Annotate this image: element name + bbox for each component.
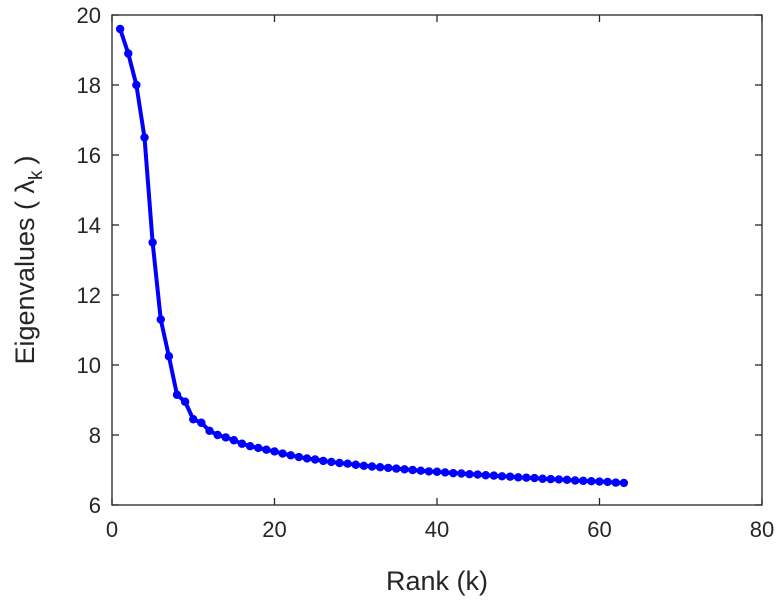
data-point	[449, 468, 458, 478]
data-point	[319, 456, 328, 466]
data-point	[400, 465, 409, 474]
data-point	[505, 472, 515, 481]
y-tick-label: 6	[89, 493, 101, 518]
axis-ticks	[111, 14, 763, 506]
data-point	[237, 439, 247, 448]
data-point	[335, 458, 344, 468]
data-point	[416, 466, 425, 475]
x-tick-label: 80	[750, 517, 774, 542]
data-point	[481, 471, 490, 480]
y-axis-label-prefix: Eigenvalues (	[10, 193, 40, 364]
data-point	[294, 452, 304, 462]
y-tick-label: 8	[89, 423, 101, 448]
y-tick-label: 20	[77, 3, 101, 28]
data-point	[270, 447, 279, 456]
y-tick-labels: 6 8 10 12 14 16 18 20	[77, 3, 101, 518]
data-point	[489, 471, 499, 480]
data-point	[124, 49, 133, 58]
y-axis-label-suffix: )	[10, 155, 40, 164]
data-point	[611, 478, 620, 487]
data-point	[440, 468, 450, 477]
x-tick-label: 0	[106, 517, 118, 542]
data-point	[473, 470, 482, 479]
data-point	[205, 426, 214, 435]
y-axis-label-subscript: k	[26, 170, 47, 180]
data-point	[432, 467, 442, 476]
data-point	[245, 442, 255, 451]
data-point	[538, 474, 547, 483]
data-point	[514, 473, 523, 482]
data-point	[595, 477, 604, 486]
data-point	[554, 475, 564, 484]
data-point	[530, 473, 539, 483]
y-tick-label: 12	[77, 283, 101, 308]
y-axis-label: Eigenvalues ( λk)	[10, 155, 47, 364]
x-tick-label: 20	[262, 517, 286, 542]
data-point	[115, 24, 125, 34]
data-point	[197, 418, 206, 427]
data-point	[367, 462, 377, 471]
data-point	[570, 476, 580, 485]
data-point	[213, 430, 222, 440]
data-point	[302, 454, 312, 463]
data-point	[164, 352, 174, 361]
series-line	[118, 27, 626, 485]
data-point	[343, 459, 352, 468]
data-point	[375, 463, 385, 472]
data-point	[148, 238, 157, 247]
series-points	[115, 24, 629, 488]
data-point	[392, 464, 401, 473]
data-point	[286, 451, 295, 460]
data-point	[465, 470, 474, 479]
data-point	[603, 477, 612, 487]
x-tick-label: 60	[587, 517, 611, 542]
x-tick-label: 40	[425, 517, 449, 542]
data-point	[189, 415, 198, 424]
data-point	[156, 315, 165, 324]
data-point	[180, 397, 190, 406]
data-point	[278, 449, 287, 458]
data-point	[562, 475, 572, 484]
data-point	[424, 467, 434, 476]
data-point	[359, 461, 369, 470]
data-point	[140, 133, 149, 142]
data-point	[384, 463, 393, 473]
data-point	[408, 465, 417, 475]
y-tick-label: 14	[77, 213, 101, 238]
data-point	[522, 473, 531, 482]
data-point	[497, 472, 507, 481]
data-point	[229, 436, 239, 445]
data-point	[254, 443, 263, 453]
data-point	[619, 478, 629, 488]
y-tick-label: 16	[77, 143, 101, 168]
data-point	[172, 390, 182, 399]
x-axis-label: Rank (k)	[386, 566, 488, 596]
data-point	[587, 477, 596, 486]
data-point	[579, 476, 588, 486]
data-point	[310, 455, 320, 464]
data-point	[457, 469, 466, 478]
y-tick-label: 18	[77, 73, 101, 98]
data-point	[327, 457, 336, 467]
data-point	[546, 474, 555, 484]
data-point	[221, 433, 230, 442]
data-point	[351, 460, 360, 469]
x-tick-labels: 0 20 40 60 80	[106, 517, 774, 542]
y-tick-label: 10	[77, 353, 101, 378]
data-point	[262, 445, 271, 454]
y-axis-label-symbol: λ	[10, 179, 40, 193]
data-point	[132, 80, 141, 90]
